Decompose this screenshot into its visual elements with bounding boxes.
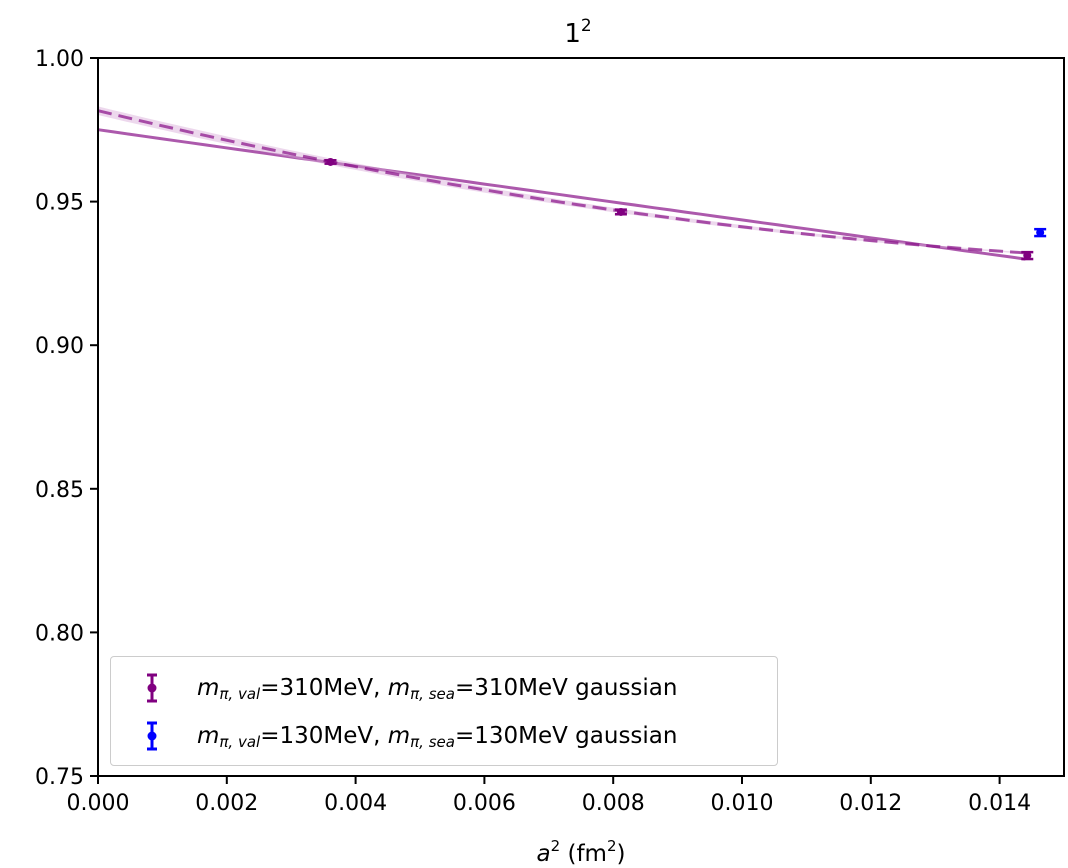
x-tick-label: 0.006 xyxy=(453,791,516,816)
legend-marker-blue xyxy=(147,721,157,751)
fit-error-band xyxy=(98,106,1026,254)
y-tick-label: 0.85 xyxy=(35,478,84,503)
legend-entry-310: mπ, val=310MeV, mπ, sea=310MeV gaussian xyxy=(111,665,777,711)
y-tick-label: 1.00 xyxy=(35,47,84,72)
legend: mπ, val=310MeV, mπ, sea=310MeV gaussian … xyxy=(110,656,778,766)
fit-curve-solid xyxy=(97,128,1026,261)
x-tick-label: 0.014 xyxy=(968,791,1031,816)
y-tick-label: 0.95 xyxy=(35,191,84,216)
plot-frame xyxy=(97,57,1065,777)
legend-label-130: mπ, val=130MeV, mπ, sea=130MeV gaussian xyxy=(197,723,678,751)
y-tick-label: 0.90 xyxy=(35,334,84,359)
x-axis-label: a2 (fm2) xyxy=(537,837,626,867)
data-point xyxy=(324,157,337,166)
fit-curve-dashed xyxy=(97,109,1026,255)
y-tick-label: 0.80 xyxy=(35,621,84,646)
y-tick-label: 0.75 xyxy=(35,765,84,790)
data-point xyxy=(1021,250,1034,261)
x-tick-label: 0.002 xyxy=(195,791,258,816)
legend-marker-purple xyxy=(147,673,157,703)
chart-title: 12 xyxy=(564,16,591,49)
x-tick-label: 0.012 xyxy=(839,791,902,816)
x-tick-label: 0.008 xyxy=(582,791,645,816)
data-point xyxy=(614,207,627,216)
x-tick-label: 0.000 xyxy=(67,791,130,816)
legend-entry-130: mπ, val=130MeV, mπ, sea=130MeV gaussian xyxy=(111,713,777,759)
x-tick-label: 0.010 xyxy=(711,791,774,816)
data-point xyxy=(1034,227,1047,238)
x-tick-label: 0.004 xyxy=(324,791,387,816)
legend-label-310: mπ, val=310MeV, mπ, sea=310MeV gaussian xyxy=(197,675,678,703)
